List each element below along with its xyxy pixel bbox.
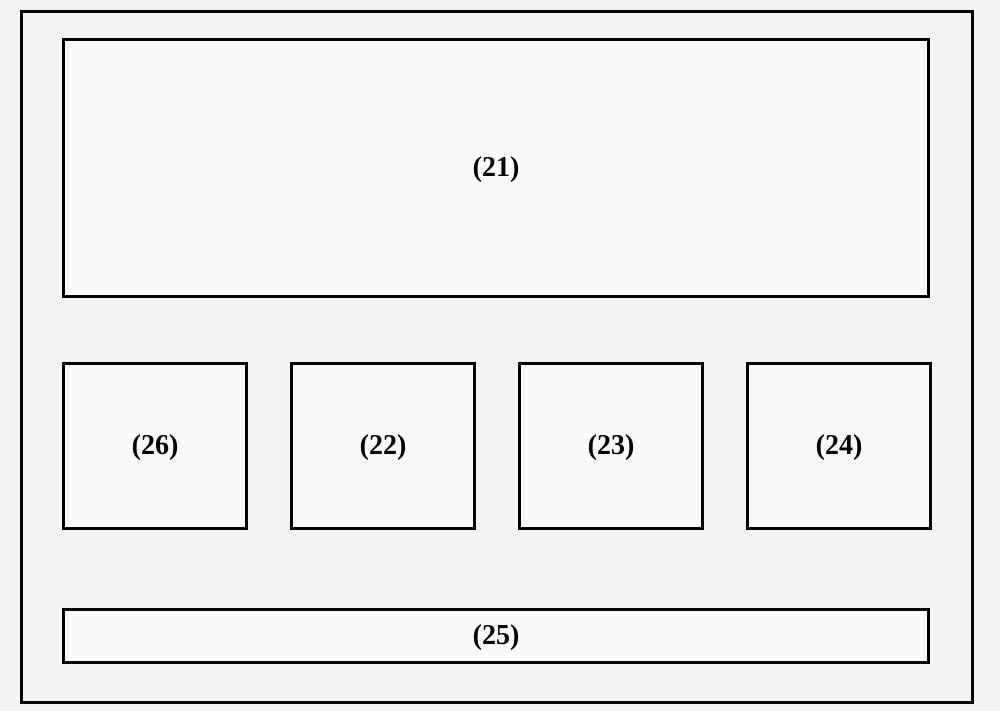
- block-25: (25): [62, 608, 930, 664]
- block-23-label: (23): [588, 430, 635, 462]
- block-26: (26): [62, 362, 248, 530]
- block-22: (22): [290, 362, 476, 530]
- block-25-label: (25): [473, 620, 520, 652]
- block-24-label: (24): [816, 430, 863, 462]
- block-24: (24): [746, 362, 932, 530]
- block-21: (21): [62, 38, 930, 298]
- diagram-canvas: (21) (26) (22) (23) (24) (25): [0, 0, 1000, 711]
- block-23: (23): [518, 362, 704, 530]
- block-26-label: (26): [132, 430, 179, 462]
- block-22-label: (22): [360, 430, 407, 462]
- block-21-label: (21): [473, 152, 520, 184]
